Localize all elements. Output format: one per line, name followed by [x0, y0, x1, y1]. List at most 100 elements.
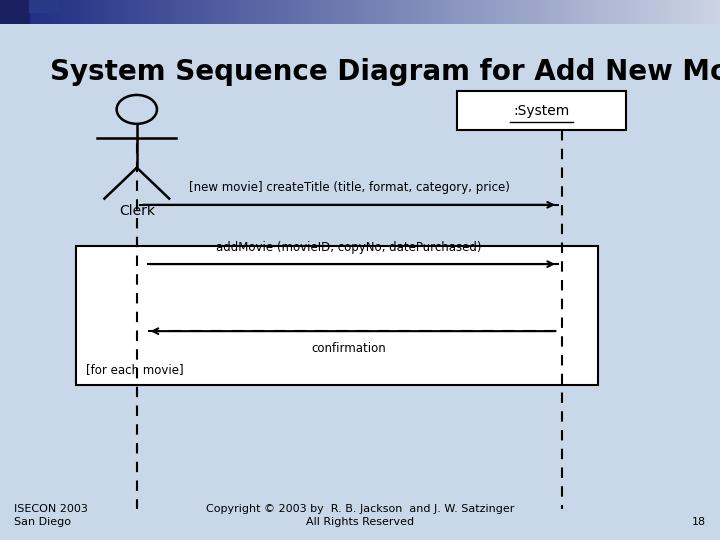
- Bar: [198, 0, 202, 24]
- Bar: [187, 0, 191, 24]
- Bar: [472, 0, 475, 24]
- Bar: [94, 0, 97, 24]
- Bar: [122, 0, 126, 24]
- Bar: [706, 0, 709, 24]
- Text: :System: :System: [513, 104, 570, 118]
- Bar: [43, 0, 47, 24]
- Text: [new movie] createTitle (title, format, category, price): [new movie] createTitle (title, format, …: [189, 181, 510, 194]
- Bar: [374, 0, 378, 24]
- Bar: [637, 0, 641, 24]
- Bar: [364, 0, 367, 24]
- Bar: [648, 0, 652, 24]
- Bar: [389, 0, 392, 24]
- Bar: [605, 0, 608, 24]
- Bar: [202, 0, 205, 24]
- Bar: [205, 0, 209, 24]
- Bar: [328, 0, 331, 24]
- Bar: [79, 0, 83, 24]
- Bar: [115, 0, 119, 24]
- Bar: [234, 0, 238, 24]
- Bar: [259, 0, 263, 24]
- Bar: [220, 0, 223, 24]
- Bar: [230, 0, 234, 24]
- Bar: [479, 0, 482, 24]
- Bar: [331, 0, 335, 24]
- Bar: [587, 0, 590, 24]
- Bar: [612, 0, 616, 24]
- Bar: [493, 0, 497, 24]
- Bar: [396, 0, 400, 24]
- Bar: [7, 0, 11, 24]
- Bar: [436, 0, 439, 24]
- Bar: [299, 0, 302, 24]
- Bar: [212, 0, 216, 24]
- Bar: [533, 0, 536, 24]
- Bar: [295, 0, 299, 24]
- Bar: [238, 0, 241, 24]
- Bar: [277, 0, 281, 24]
- Bar: [50, 0, 54, 24]
- Bar: [162, 0, 166, 24]
- Bar: [176, 0, 180, 24]
- Bar: [544, 0, 547, 24]
- Bar: [414, 0, 418, 24]
- Bar: [576, 0, 580, 24]
- Bar: [551, 0, 554, 24]
- Bar: [583, 0, 587, 24]
- Bar: [216, 0, 220, 24]
- Bar: [97, 0, 101, 24]
- Bar: [468, 0, 472, 24]
- Bar: [4, 0, 7, 24]
- Bar: [302, 0, 306, 24]
- Bar: [529, 0, 533, 24]
- Bar: [680, 0, 684, 24]
- Bar: [194, 0, 198, 24]
- Bar: [72, 0, 76, 24]
- Bar: [144, 0, 148, 24]
- Bar: [698, 0, 702, 24]
- Bar: [497, 0, 500, 24]
- Text: ISECON 2003
San Diego: ISECON 2003 San Diego: [14, 504, 89, 527]
- Bar: [403, 0, 407, 24]
- Bar: [112, 0, 115, 24]
- Bar: [457, 91, 626, 130]
- Bar: [554, 0, 558, 24]
- Bar: [486, 0, 490, 24]
- Bar: [547, 0, 551, 24]
- Text: confirmation: confirmation: [312, 342, 387, 355]
- Bar: [594, 0, 598, 24]
- Bar: [677, 0, 680, 24]
- Text: [for each movie]: [for each movie]: [86, 363, 184, 376]
- Bar: [425, 0, 428, 24]
- Bar: [558, 0, 562, 24]
- Bar: [518, 0, 522, 24]
- Bar: [461, 0, 464, 24]
- Bar: [184, 0, 187, 24]
- Bar: [410, 0, 414, 24]
- Bar: [76, 246, 598, 386]
- Bar: [662, 0, 666, 24]
- Bar: [691, 0, 695, 24]
- Bar: [400, 0, 403, 24]
- Bar: [590, 0, 594, 24]
- Bar: [40, 0, 43, 24]
- Bar: [562, 0, 565, 24]
- Bar: [306, 0, 310, 24]
- Bar: [475, 0, 479, 24]
- Bar: [464, 0, 468, 24]
- Bar: [169, 0, 173, 24]
- Bar: [695, 0, 698, 24]
- Text: addMovie (movieID, copyNo, datePurchased): addMovie (movieID, copyNo, datePurchased…: [217, 241, 482, 254]
- Bar: [634, 0, 637, 24]
- Bar: [652, 0, 655, 24]
- Bar: [119, 0, 122, 24]
- Bar: [450, 0, 454, 24]
- Bar: [353, 0, 356, 24]
- Bar: [432, 0, 436, 24]
- Bar: [623, 0, 626, 24]
- Bar: [263, 0, 266, 24]
- Bar: [166, 0, 169, 24]
- Bar: [508, 0, 511, 24]
- Bar: [148, 0, 151, 24]
- Bar: [515, 0, 518, 24]
